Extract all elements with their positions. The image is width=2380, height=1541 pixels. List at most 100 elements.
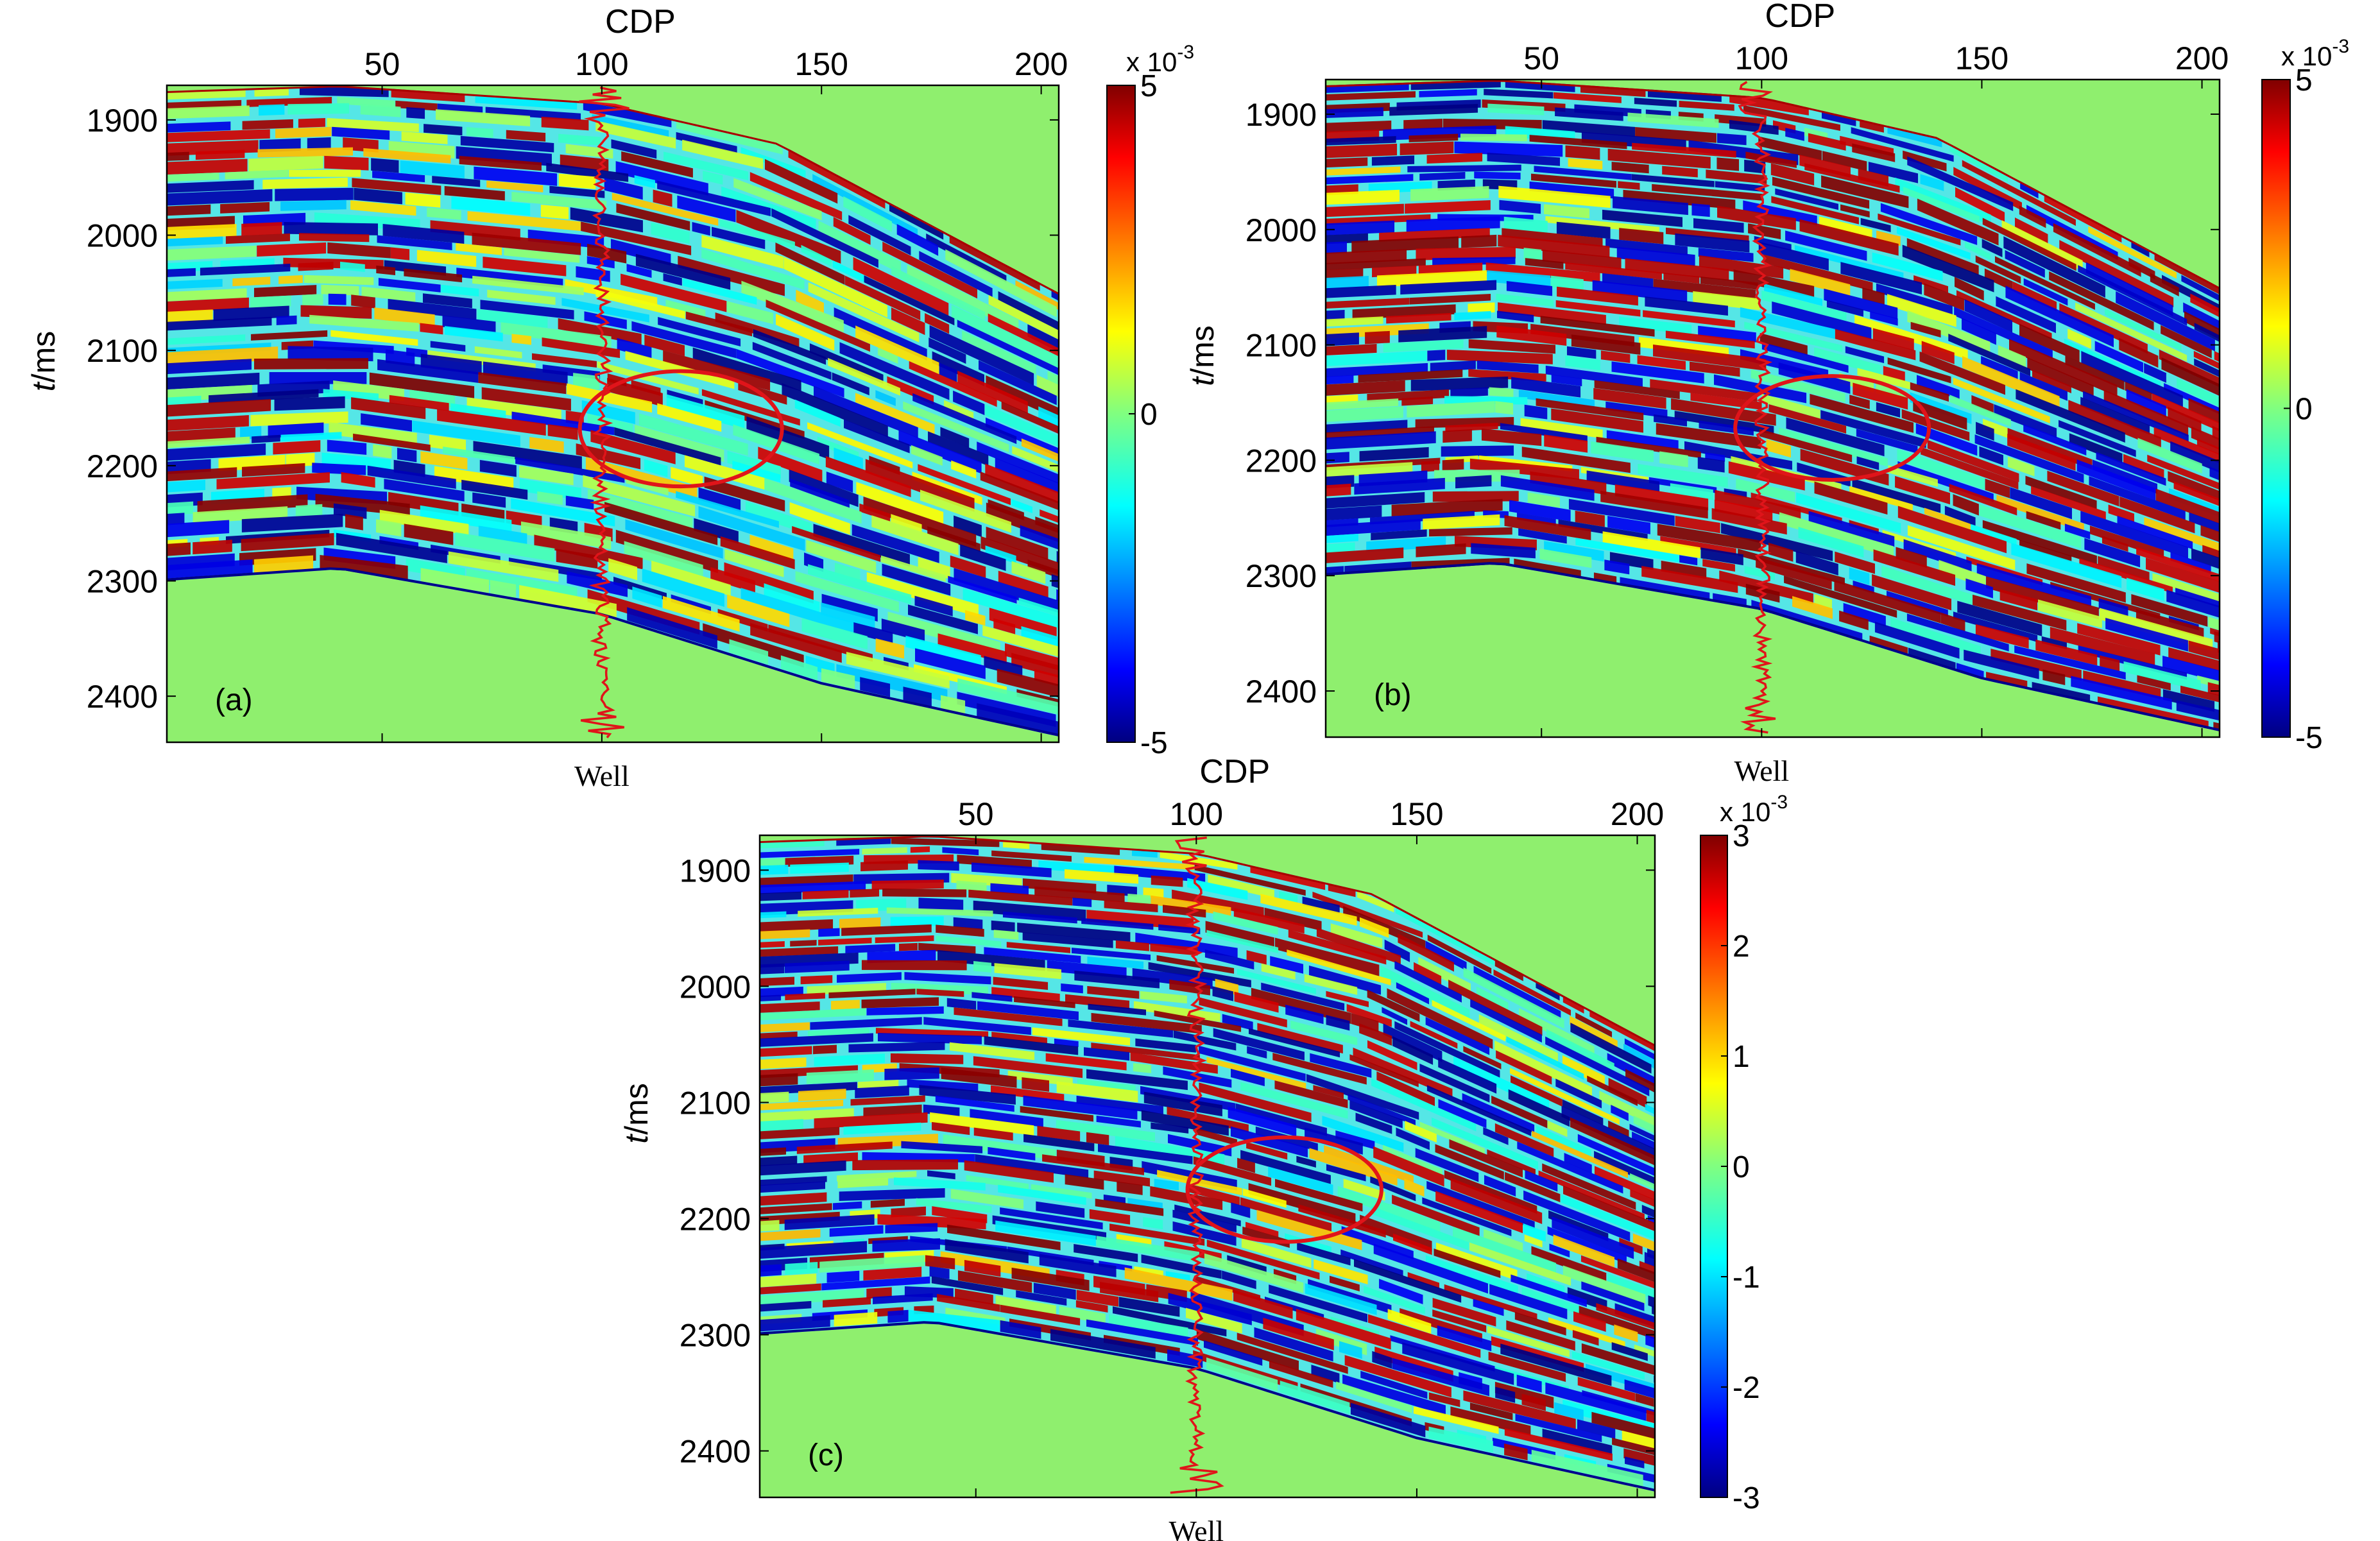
event-segment — [1921, 341, 1955, 364]
y-tick-label: 1900 — [87, 103, 158, 139]
event-segment — [225, 233, 290, 244]
event-segment — [1996, 495, 2084, 532]
event-segment — [304, 275, 374, 285]
event-segment — [1400, 280, 1497, 295]
event-segment — [2202, 545, 2220, 559]
event-segment — [501, 322, 612, 348]
event-segment — [1398, 933, 1454, 972]
event-segment — [831, 1000, 860, 1010]
event-segment — [891, 514, 922, 532]
colorbar-tick-label: 5 — [1140, 69, 1158, 103]
event-segment — [1614, 1324, 1638, 1343]
event-segment — [784, 1214, 875, 1230]
event-segment — [2152, 573, 2220, 603]
event-segment — [985, 463, 1059, 504]
event-segment — [991, 1032, 1047, 1044]
event-segment — [852, 524, 939, 563]
event-segment — [903, 686, 932, 706]
event-segment — [891, 837, 1000, 847]
event-segment — [980, 471, 1059, 511]
event-segment — [1814, 481, 1888, 515]
event-segment — [1525, 1170, 1558, 1192]
event-segment — [1766, 439, 1791, 458]
event-segment — [1635, 126, 1717, 143]
event-segment — [1165, 1271, 1190, 1281]
colorbar-tick-label: -1 — [1733, 1261, 1760, 1295]
event-segment — [801, 244, 832, 268]
event-segment — [806, 1069, 874, 1084]
event-segment — [841, 924, 932, 936]
event-segment — [167, 542, 191, 556]
event-segment — [698, 487, 741, 512]
event-segment — [1437, 1325, 1492, 1352]
colorbar-tick-label: 5 — [2295, 64, 2313, 98]
event-segment — [1326, 189, 1400, 205]
event-segment — [1600, 490, 1708, 519]
event-segment — [1876, 230, 1901, 246]
event-segment — [1249, 1028, 1340, 1058]
event-segment — [1083, 1047, 1130, 1061]
event-segment — [1109, 1314, 1188, 1338]
event-segment — [1143, 1216, 1163, 1230]
event-segment — [587, 244, 627, 264]
x-tick-label: 200 — [1611, 796, 1664, 832]
event-segment — [1172, 1221, 1237, 1247]
event-segment — [2005, 285, 2114, 348]
event-segment — [1074, 1244, 1138, 1263]
event-segment — [790, 940, 817, 947]
event-segment — [861, 997, 939, 1009]
event-segment — [1553, 1234, 1615, 1268]
event-segment — [250, 295, 291, 309]
event-segment — [1650, 379, 1758, 402]
event-segment — [784, 960, 850, 973]
event-segment — [1199, 1082, 1312, 1122]
event-segment — [1754, 235, 1792, 251]
event-segment — [1751, 369, 1845, 403]
event-segment — [2027, 357, 2094, 397]
event-segment — [1495, 1386, 1516, 1403]
event-segment — [232, 277, 271, 287]
event-segment — [828, 989, 916, 999]
event-segment — [1313, 1085, 1344, 1099]
event-segment — [1575, 510, 1605, 527]
event-segment — [1840, 204, 1870, 218]
event-segment — [405, 192, 441, 208]
event-segment — [167, 173, 219, 182]
event-segment — [1792, 595, 1833, 620]
event-segment — [450, 403, 506, 419]
event-segment — [910, 846, 930, 853]
event-segment — [957, 855, 1032, 869]
event-segment — [2103, 389, 2189, 437]
event-segment — [760, 1203, 832, 1214]
event-segment — [379, 509, 469, 536]
event-segment — [760, 1315, 830, 1332]
event-segment — [475, 94, 578, 110]
event-segment — [1000, 1320, 1041, 1339]
event-segment — [556, 549, 598, 569]
event-segment — [1581, 1343, 1655, 1375]
event-segment — [612, 192, 719, 226]
event-segment — [634, 175, 655, 189]
event-segment — [472, 275, 584, 296]
event-segment — [1502, 228, 1603, 247]
event-segment — [2123, 661, 2201, 692]
event-segment — [843, 196, 892, 232]
event-segment — [1525, 258, 1564, 269]
event-segment — [1835, 551, 1875, 574]
event-segment — [1237, 1332, 1348, 1374]
event-segment — [504, 248, 580, 263]
event-segment — [167, 204, 211, 216]
event-segment — [1326, 492, 1425, 509]
event-segment — [1174, 1204, 1241, 1227]
event-segment — [1326, 344, 1377, 355]
event-segment — [2100, 655, 2120, 672]
event-segment — [511, 411, 615, 436]
event-segment — [920, 490, 1011, 533]
event-segment — [2050, 626, 2155, 666]
event-segment — [775, 243, 845, 285]
event-segment — [2146, 558, 2220, 593]
event-segment — [1763, 254, 1873, 292]
event-segment — [167, 158, 248, 175]
event-segment — [2168, 471, 2220, 501]
event-segment — [1856, 429, 1918, 454]
